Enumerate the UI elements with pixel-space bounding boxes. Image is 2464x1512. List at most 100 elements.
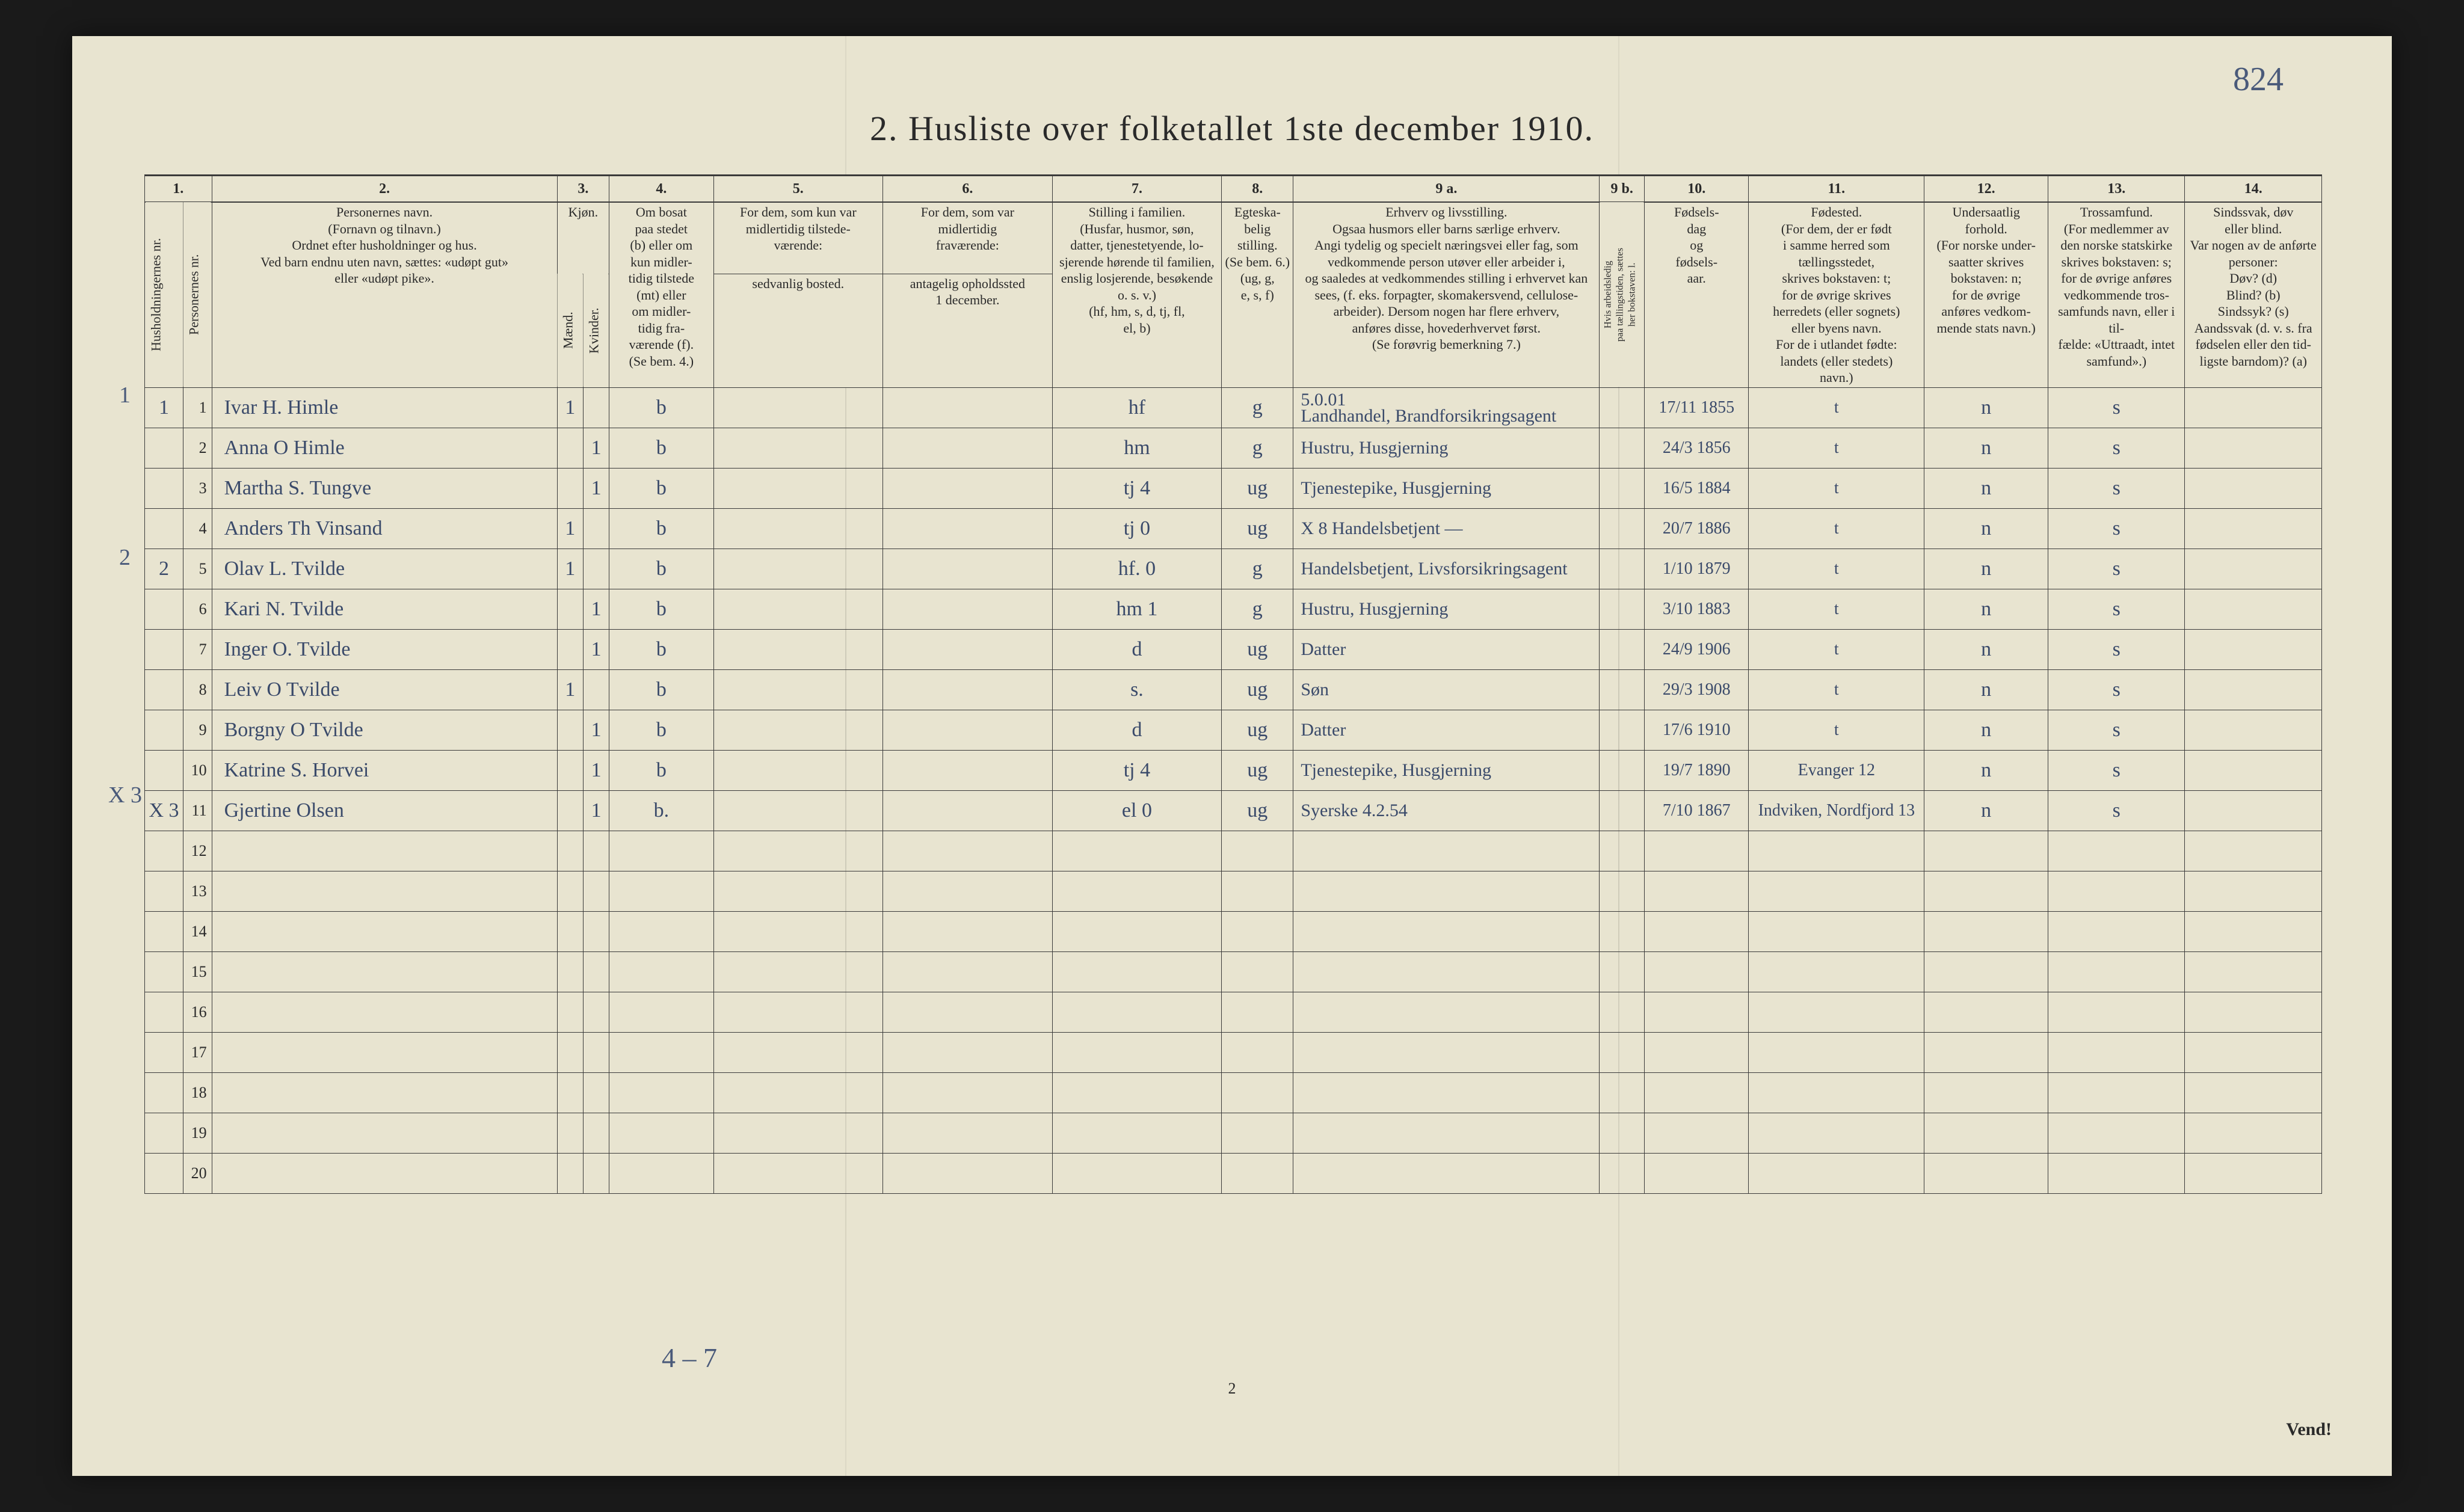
cell-sind bbox=[2185, 750, 2322, 790]
cell-arb bbox=[1600, 387, 1645, 428]
col-num: 8. bbox=[1222, 176, 1293, 203]
cell-empty bbox=[583, 1072, 609, 1113]
cell-empty bbox=[145, 1072, 183, 1113]
cell-c6 bbox=[883, 589, 1053, 629]
cell-empty bbox=[1600, 911, 1645, 951]
cell-empty bbox=[1749, 911, 1924, 951]
cell-empty bbox=[1645, 871, 1749, 911]
cell-empty bbox=[1924, 1072, 2048, 1113]
header-mid: For dem, som var midlertidig fraværende: bbox=[883, 202, 1053, 274]
cell-c6 bbox=[883, 387, 1053, 428]
cell-c6 bbox=[883, 428, 1053, 468]
cell-b: b bbox=[609, 629, 713, 669]
cell-k: 1 bbox=[583, 790, 609, 831]
header-fsted: Fødested. (For dem, der er født i samme … bbox=[1749, 202, 1924, 387]
cell-empty bbox=[1222, 1113, 1293, 1153]
cell-empty bbox=[1293, 951, 1600, 992]
cell-und: n bbox=[1924, 589, 2048, 629]
header-egte: Egteska- belig stilling. (Se bem. 6.) (u… bbox=[1222, 202, 1293, 387]
cell-empty: 20 bbox=[183, 1153, 212, 1193]
table-row: 2Anna O Himle1bhmgHustru, Husgjerning24/… bbox=[145, 428, 2322, 468]
cell-arb bbox=[1600, 750, 1645, 790]
cell-empty bbox=[2048, 911, 2185, 951]
table-row: 17 bbox=[145, 1032, 2322, 1072]
cell-arb bbox=[1600, 669, 1645, 710]
cell-empty bbox=[1052, 1113, 1222, 1153]
cell-b: b. bbox=[609, 790, 713, 831]
cell-empty bbox=[2048, 1153, 2185, 1193]
cell-empty: 15 bbox=[183, 951, 212, 992]
cell-erhv: Hustru, Husgjerning bbox=[1293, 428, 1600, 468]
cell-m: 1 bbox=[557, 549, 583, 589]
cell-empty bbox=[2185, 831, 2322, 871]
cell-empty bbox=[883, 951, 1053, 992]
cell-b: b bbox=[609, 710, 713, 750]
table-row: 13 bbox=[145, 871, 2322, 911]
header-name: Personernes navn. (Fornavn og tilnavn.) … bbox=[212, 202, 557, 387]
cell-erhv: 5.0.01 Landhandel, Brandforsikringsagent bbox=[1293, 387, 1600, 428]
header-erhv: Erhverv og livsstilling. Ogsaa husmors e… bbox=[1293, 202, 1600, 387]
col-num: 7. bbox=[1052, 176, 1222, 203]
cell-arb bbox=[1600, 428, 1645, 468]
cell-empty bbox=[713, 1032, 883, 1072]
cell-erhv: Søn bbox=[1293, 669, 1600, 710]
cell-empty bbox=[145, 1032, 183, 1072]
cell-sind bbox=[2185, 508, 2322, 549]
cell-still: hm bbox=[1052, 428, 1222, 468]
cell-empty bbox=[1645, 1072, 1749, 1113]
cell-egte: ug bbox=[1222, 629, 1293, 669]
cell-c5 bbox=[713, 387, 883, 428]
document-page: 824 2. Husliste over folketallet 1ste de… bbox=[72, 36, 2392, 1476]
cell-name: Ivar H. Himle bbox=[212, 387, 557, 428]
cell-name: Martha S. Tungve bbox=[212, 468, 557, 508]
cell-erhv: Datter bbox=[1293, 710, 1600, 750]
cell-b: b bbox=[609, 669, 713, 710]
header-bosat: Om bosat paa stedet (b) eller om kun mid… bbox=[609, 202, 713, 387]
cell-still: d bbox=[1052, 629, 1222, 669]
col-num: 10. bbox=[1645, 176, 1749, 203]
cell-tros: s bbox=[2048, 750, 2185, 790]
cell-und: n bbox=[1924, 710, 2048, 750]
cell-empty bbox=[212, 1153, 557, 1193]
cell-name: Katrine S. Horvei bbox=[212, 750, 557, 790]
cell-fdag: 24/3 1856 bbox=[1645, 428, 1749, 468]
header-fra: For dem, som kun var midlertidig tilsted… bbox=[713, 202, 883, 274]
cell-empty bbox=[713, 911, 883, 951]
table-row: X 311Gjertine Olsen1b.el 0ugSyerske 4.2.… bbox=[145, 790, 2322, 831]
cell-empty bbox=[1293, 1153, 1600, 1193]
cell-empty: 13 bbox=[183, 871, 212, 911]
cell-fdag: 17/6 1910 bbox=[1645, 710, 1749, 750]
cell-empty bbox=[1222, 831, 1293, 871]
cell-empty bbox=[1645, 831, 1749, 871]
cell-empty bbox=[609, 911, 713, 951]
cell-empty bbox=[1052, 911, 1222, 951]
cell-arb bbox=[1600, 468, 1645, 508]
header-m: Mænd. bbox=[557, 274, 583, 387]
cell-empty bbox=[1749, 871, 1924, 911]
cell-empty bbox=[713, 1113, 883, 1153]
cell-empty bbox=[212, 1113, 557, 1153]
cell-k bbox=[583, 549, 609, 589]
cell-empty bbox=[1052, 1032, 1222, 1072]
cell-egte: g bbox=[1222, 428, 1293, 468]
cell-fdag: 16/5 1884 bbox=[1645, 468, 1749, 508]
cell-name: Leiv O Tvilde bbox=[212, 669, 557, 710]
cell-sind bbox=[2185, 387, 2322, 428]
cell-empty bbox=[1645, 1113, 1749, 1153]
cell-empty: 19 bbox=[183, 1113, 212, 1153]
cell-empty bbox=[1924, 992, 2048, 1032]
cell-empty bbox=[212, 1072, 557, 1113]
cell-tros: s bbox=[2048, 790, 2185, 831]
cell-still: s. bbox=[1052, 669, 1222, 710]
cell-egte: g bbox=[1222, 589, 1293, 629]
cell-hh bbox=[145, 428, 183, 468]
cell-c6 bbox=[883, 750, 1053, 790]
cell-empty bbox=[1645, 992, 1749, 1032]
cell-empty bbox=[1052, 992, 1222, 1032]
cell-empty bbox=[609, 831, 713, 871]
cell-und: n bbox=[1924, 669, 2048, 710]
cell-c5 bbox=[713, 468, 883, 508]
cell-empty bbox=[1600, 951, 1645, 992]
footer-page-number: 2 bbox=[1228, 1380, 1236, 1398]
cell-empty bbox=[145, 992, 183, 1032]
